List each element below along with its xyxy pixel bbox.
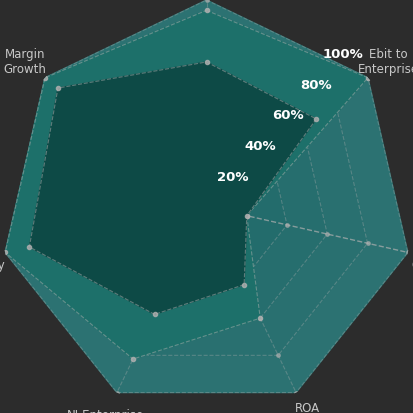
- Polygon shape: [5, 0, 408, 392]
- Polygon shape: [126, 124, 287, 281]
- Polygon shape: [166, 165, 247, 244]
- Text: 80%: 80%: [300, 79, 332, 92]
- Polygon shape: [86, 83, 327, 318]
- Text: 40%: 40%: [244, 140, 276, 153]
- Text: 20%: 20%: [217, 171, 249, 184]
- Polygon shape: [29, 62, 316, 314]
- Text: 100%: 100%: [323, 48, 364, 61]
- Text: 60%: 60%: [272, 109, 304, 123]
- Polygon shape: [5, 10, 368, 359]
- Polygon shape: [45, 41, 368, 355]
